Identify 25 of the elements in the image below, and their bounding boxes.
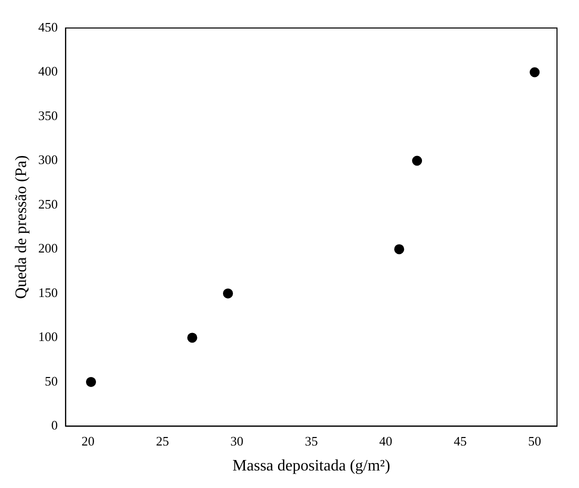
x-tick-label: 25 bbox=[156, 433, 169, 448]
y-tick-label: 350 bbox=[38, 108, 58, 123]
x-tick-label: 45 bbox=[454, 433, 467, 448]
y-tick-label: 100 bbox=[38, 329, 58, 344]
x-tick-label: 50 bbox=[528, 433, 542, 448]
x-axis-title: Massa depositada (g/m²) bbox=[232, 458, 390, 475]
x-tick-label: 20 bbox=[82, 433, 95, 448]
y-axis-title: Queda de pressão (Pa) bbox=[12, 155, 30, 299]
y-tick-label: 50 bbox=[44, 373, 58, 388]
y-tick-label: 450 bbox=[38, 19, 58, 34]
y-tick-label: 150 bbox=[38, 284, 58, 300]
point bbox=[530, 67, 540, 78]
point bbox=[222, 288, 233, 298]
y-tick-label: 250 bbox=[38, 196, 58, 212]
y-tick-label: 300 bbox=[38, 152, 58, 168]
point bbox=[86, 376, 96, 387]
x-tick-label: 30 bbox=[230, 433, 244, 448]
point bbox=[412, 156, 422, 166]
y-tick-label: 200 bbox=[38, 240, 58, 256]
x-tick-label: 40 bbox=[379, 433, 392, 448]
point bbox=[187, 332, 198, 343]
point bbox=[394, 244, 404, 254]
y-tick-label: 0 bbox=[51, 418, 58, 433]
x-tick-label: 35 bbox=[304, 433, 318, 448]
y-tick-label: 400 bbox=[38, 64, 58, 79]
